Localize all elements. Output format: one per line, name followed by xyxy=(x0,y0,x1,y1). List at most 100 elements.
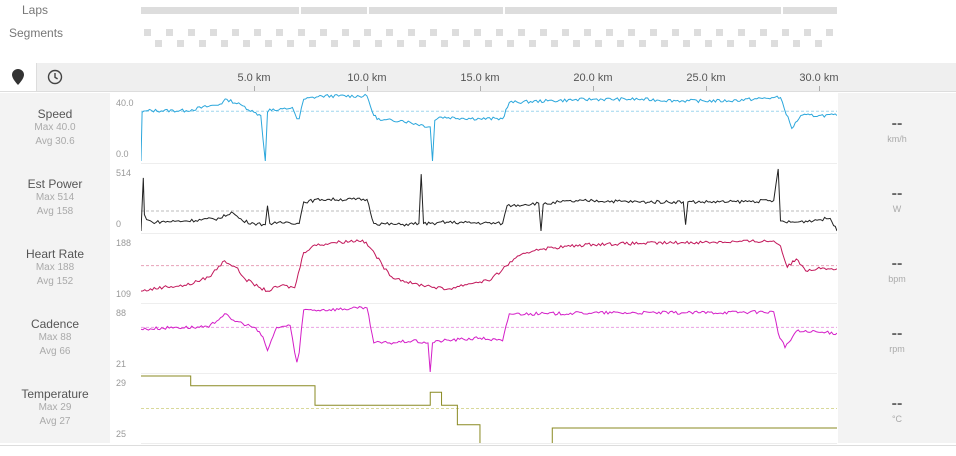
segment-marker[interactable] xyxy=(540,29,547,36)
segment-marker[interactable] xyxy=(760,29,767,36)
segment-marker[interactable] xyxy=(738,29,745,36)
metric-name: Est Power xyxy=(27,177,83,191)
segment-marker[interactable] xyxy=(408,29,415,36)
segment-marker[interactable] xyxy=(342,29,349,36)
metric-plot[interactable] xyxy=(141,93,837,164)
metric-label-box: Temperature Max 29 Avg 27 xyxy=(0,373,110,444)
lap-bar[interactable] xyxy=(369,7,503,14)
series-line-temp xyxy=(141,375,837,443)
segment-marker[interactable] xyxy=(551,40,558,47)
lap-bar[interactable] xyxy=(301,7,367,14)
segment-marker[interactable] xyxy=(672,29,679,36)
metric-panel-cadence: Cadence Max 88 Avg 66 88 21 -- rpm xyxy=(0,303,956,374)
segment-marker[interactable] xyxy=(518,29,525,36)
metric-avg: Avg 30.6 xyxy=(35,136,75,147)
segment-marker[interactable] xyxy=(485,40,492,47)
segment-marker[interactable] xyxy=(804,29,811,36)
x-tick-label: 30.0 km xyxy=(799,72,839,84)
segment-marker[interactable] xyxy=(771,40,778,47)
segment-marker[interactable] xyxy=(793,40,800,47)
segment-marker[interactable] xyxy=(782,29,789,36)
segment-marker[interactable] xyxy=(749,40,756,47)
y-max-label: 514 xyxy=(116,168,132,178)
segment-marker[interactable] xyxy=(650,29,657,36)
segment-marker[interactable] xyxy=(397,40,404,47)
segment-marker[interactable] xyxy=(287,40,294,47)
segment-marker[interactable] xyxy=(573,40,580,47)
segment-marker[interactable] xyxy=(661,40,668,47)
segment-marker[interactable] xyxy=(375,40,382,47)
series-line-speed xyxy=(141,93,837,162)
map-view-button[interactable] xyxy=(0,63,37,91)
segment-marker[interactable] xyxy=(452,29,459,36)
metric-max: Max 514 xyxy=(35,192,75,203)
segment-marker[interactable] xyxy=(309,40,316,47)
segment-marker[interactable] xyxy=(683,40,690,47)
segment-marker[interactable] xyxy=(155,40,162,47)
segment-marker[interactable] xyxy=(386,29,393,36)
segment-marker[interactable] xyxy=(320,29,327,36)
segment-marker[interactable] xyxy=(210,29,217,36)
metric-panel-hr: Heart Rate Max 188 Avg 152 188 109 -- bpm xyxy=(0,233,956,304)
metric-label-box: Est Power Max 514 Avg 158 xyxy=(0,163,110,234)
segment-marker[interactable] xyxy=(144,29,151,36)
segment-marker[interactable] xyxy=(243,40,250,47)
segment-marker[interactable] xyxy=(463,40,470,47)
metric-avg: Avg 158 xyxy=(36,206,74,217)
metric-plot[interactable] xyxy=(141,303,837,374)
segment-marker[interactable] xyxy=(166,29,173,36)
y-min-label: 25 xyxy=(116,429,127,439)
segment-marker[interactable] xyxy=(430,29,437,36)
segment-marker[interactable] xyxy=(617,40,624,47)
segment-marker[interactable] xyxy=(529,40,536,47)
segment-marker[interactable] xyxy=(562,29,569,36)
time-view-button[interactable] xyxy=(37,63,73,91)
segment-marker[interactable] xyxy=(826,29,833,36)
segment-marker[interactable] xyxy=(595,40,602,47)
unit-label: km/h xyxy=(887,134,907,144)
segment-marker[interactable] xyxy=(419,40,426,47)
metric-avg: Avg 66 xyxy=(39,346,71,357)
segment-marker[interactable] xyxy=(232,29,239,36)
segment-marker[interactable] xyxy=(254,29,261,36)
segment-marker[interactable] xyxy=(265,40,272,47)
segment-marker[interactable] xyxy=(276,29,283,36)
segment-marker[interactable] xyxy=(353,40,360,47)
current-value: -- xyxy=(891,255,903,272)
x-tick-mark xyxy=(818,86,820,91)
segment-marker[interactable] xyxy=(584,29,591,36)
segment-marker[interactable] xyxy=(221,40,228,47)
y-min-label: 21 xyxy=(116,359,127,369)
x-tick-mark xyxy=(705,86,707,91)
segment-marker[interactable] xyxy=(705,40,712,47)
segment-marker[interactable] xyxy=(441,40,448,47)
segment-marker[interactable] xyxy=(639,40,646,47)
toolbar xyxy=(0,63,956,92)
metric-plot[interactable] xyxy=(141,373,837,444)
lap-bar[interactable] xyxy=(141,7,300,14)
segment-marker[interactable] xyxy=(727,40,734,47)
metric-plot[interactable] xyxy=(141,233,837,304)
current-value: -- xyxy=(891,325,903,342)
segment-marker[interactable] xyxy=(331,40,338,47)
segment-marker[interactable] xyxy=(606,29,613,36)
segment-marker[interactable] xyxy=(474,29,481,36)
y-min-label: 0.0 xyxy=(116,149,129,159)
lap-bar[interactable] xyxy=(782,7,837,14)
segment-marker[interactable] xyxy=(298,29,305,36)
segment-marker[interactable] xyxy=(188,29,195,36)
lap-bar[interactable] xyxy=(504,7,781,14)
current-value: -- xyxy=(891,185,903,202)
metric-avg: Avg 27 xyxy=(39,416,71,427)
segment-marker[interactable] xyxy=(815,40,822,47)
segment-marker[interactable] xyxy=(496,29,503,36)
segment-marker[interactable] xyxy=(199,40,206,47)
segment-marker[interactable] xyxy=(177,40,184,47)
segments-label: Segments xyxy=(9,26,64,40)
segment-marker[interactable] xyxy=(694,29,701,36)
metric-plot[interactable] xyxy=(141,163,837,234)
segment-marker[interactable] xyxy=(716,29,723,36)
segment-marker[interactable] xyxy=(364,29,371,36)
segment-marker[interactable] xyxy=(507,40,514,47)
segment-marker[interactable] xyxy=(628,29,635,36)
